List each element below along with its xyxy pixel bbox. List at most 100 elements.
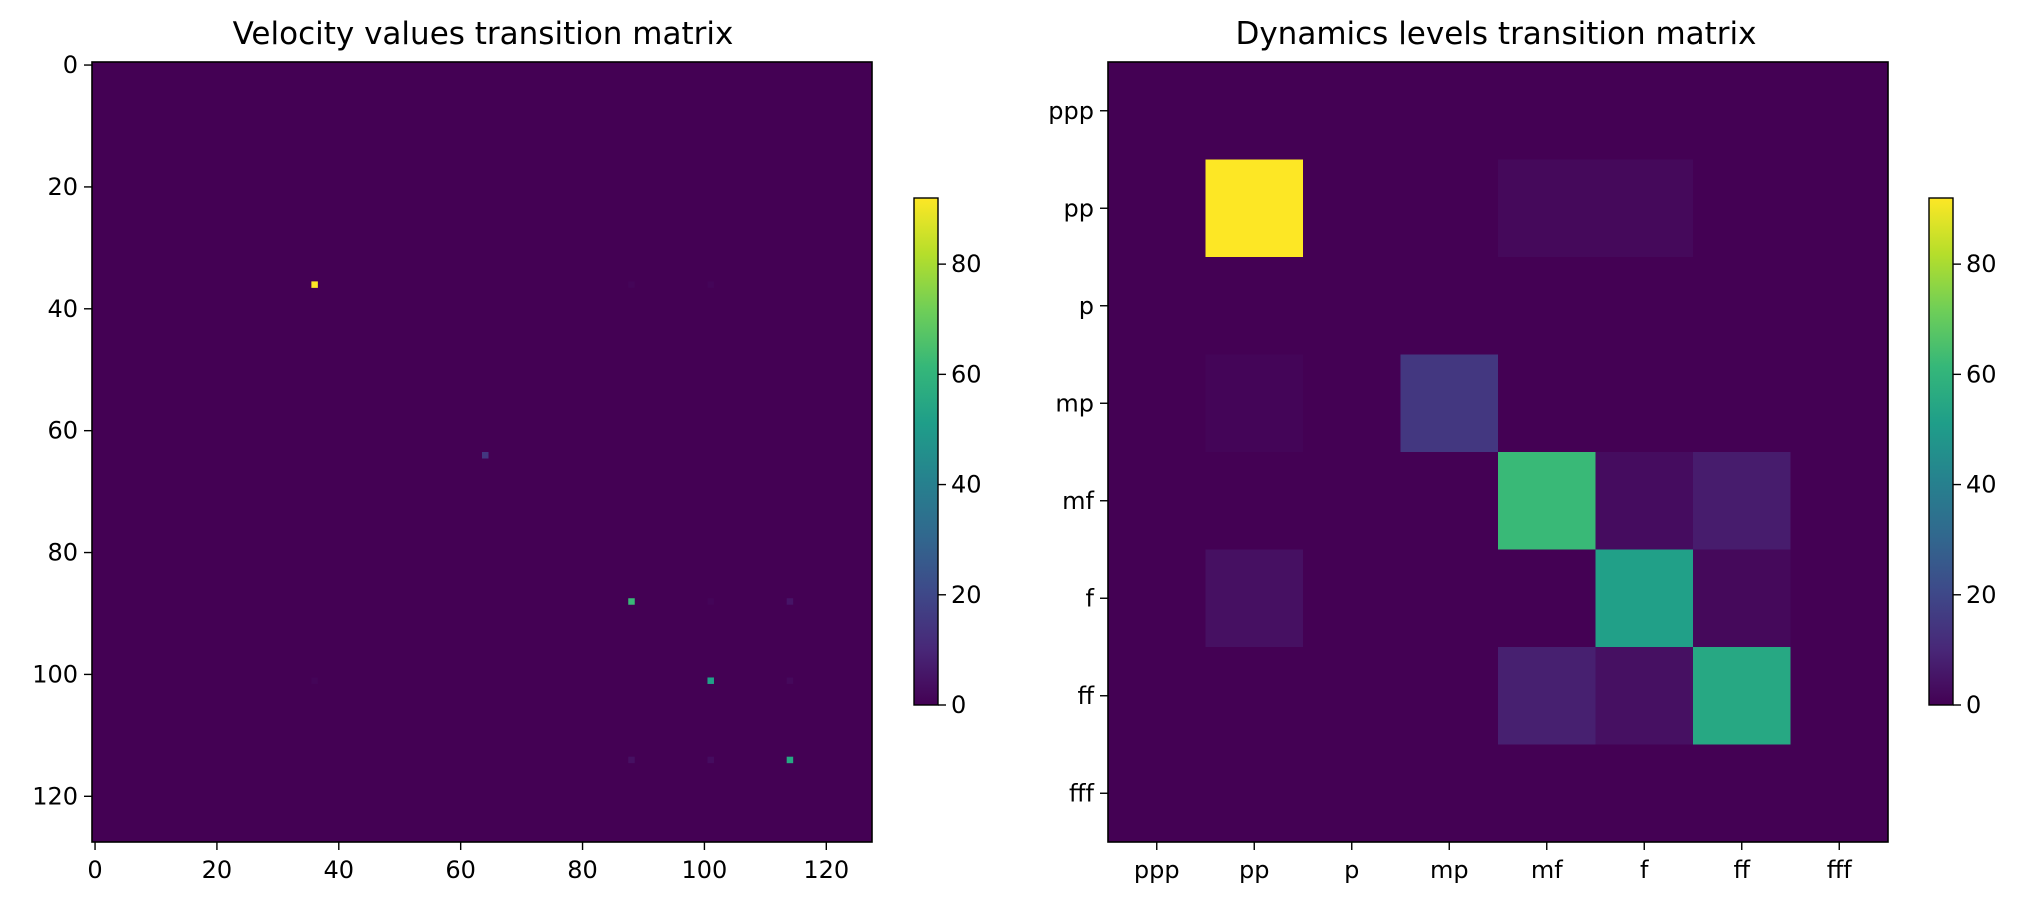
dynamics-heatmap-cell <box>1303 62 1401 160</box>
velocity-x-axis: 0 20 40 60 80 100 120 <box>87 842 849 884</box>
velocity-heatmap-cells <box>92 62 872 842</box>
velocity-heatmap-cell <box>707 598 714 605</box>
velocity-colorbar-tick-label: 60 <box>951 360 982 388</box>
dynamics-heatmap-cell <box>1400 549 1499 648</box>
dynamics-heatmap-cell <box>1498 744 1596 843</box>
velocity-colorbar-tick-label: 20 <box>951 581 982 609</box>
velocity-x-tick-label: 120 <box>803 856 849 884</box>
dynamics-heatmap-cell <box>1303 744 1401 843</box>
dynamics-heatmap-cell <box>1790 159 1889 258</box>
dynamics-heatmap-cell <box>1693 744 1791 843</box>
dynamics-y-tick-label: mp <box>1055 389 1094 417</box>
dynamics-heatmap-cell <box>1108 744 1206 843</box>
dynamics-x-tick-label: f <box>1640 856 1649 884</box>
dynamics-heatmap-cell <box>1790 257 1889 355</box>
dynamics-heatmap-cell <box>1400 159 1499 258</box>
dynamics-heatmap-cell <box>1303 354 1401 453</box>
dynamics-heatmap-cell <box>1693 354 1791 453</box>
dynamics-heatmap-cell <box>1108 257 1206 355</box>
velocity-heatmap-panel: Velocity values transition matrix 0 20 40 6… <box>32 16 981 884</box>
dynamics-heatmap-cell <box>1790 354 1889 453</box>
velocity-y-tick-label: 80 <box>47 539 78 567</box>
dynamics-heatmap-cell <box>1595 159 1694 258</box>
dynamics-heatmap-panel: Dynamics levels transition matrix ppp pp p… <box>1048 16 1996 884</box>
dynamics-heatmap-cell <box>1108 452 1206 550</box>
dynamics-heatmap-cell <box>1400 744 1499 843</box>
dynamics-heatmap-cell <box>1303 549 1401 648</box>
dynamics-heatmap-cell <box>1790 62 1889 160</box>
velocity-y-tick-label: 60 <box>47 417 78 445</box>
dynamics-colorbar-tick-label: 40 <box>1966 471 1997 499</box>
dynamics-colorbar-tick-label: 0 <box>1966 691 1981 719</box>
dynamics-y-tick-label: pp <box>1064 194 1094 222</box>
velocity-colorbar-tick-label: 0 <box>951 691 966 719</box>
velocity-x-tick-label: 0 <box>87 856 102 884</box>
dynamics-x-tick-label: mf <box>1531 856 1563 884</box>
dynamics-heatmap-cell <box>1303 647 1401 745</box>
dynamics-heatmap-cell <box>1108 354 1206 453</box>
velocity-colorbar-tick-label: 80 <box>951 250 982 278</box>
dynamics-heatmap-cell <box>1400 647 1499 745</box>
dynamics-heatmap-cell <box>1303 159 1401 258</box>
dynamics-heatmap-cell <box>1790 744 1889 843</box>
dynamics-heatmap-cell <box>1108 62 1206 160</box>
velocity-y-tick-label: 120 <box>32 782 78 810</box>
dynamics-colorbar-tick-label: 20 <box>1966 581 1997 609</box>
dynamics-heatmap-cell <box>1400 354 1499 453</box>
dynamics-heatmap-cell <box>1595 647 1694 745</box>
velocity-heatmap-cell <box>311 281 318 288</box>
dynamics-heatmap-cell <box>1205 647 1304 745</box>
dynamics-heatmap-cell <box>1205 354 1304 453</box>
dynamics-heatmap-cell <box>1693 62 1791 160</box>
velocity-y-axis: 0 20 40 60 80 100 120 <box>32 51 92 810</box>
velocity-heatmap-cell <box>311 677 318 684</box>
dynamics-heatmap-cell <box>1693 549 1791 648</box>
dynamics-heatmap-cell <box>1303 452 1401 550</box>
velocity-heatmap-cell <box>707 756 714 764</box>
dynamics-heatmap-cell <box>1693 257 1791 355</box>
dynamics-heatmap-cell <box>1205 549 1304 648</box>
velocity-heatmap-cell <box>628 756 635 764</box>
dynamics-colorbar-tick-label: 60 <box>1966 360 1997 388</box>
dynamics-heatmap-cell <box>1498 257 1596 355</box>
dynamics-y-tick-label: mf <box>1062 487 1094 515</box>
dynamics-y-tick-label: p <box>1079 292 1094 320</box>
dynamics-heatmap-cell <box>1108 549 1206 648</box>
velocity-heatmap-cell <box>628 281 635 288</box>
dynamics-chart-title: Dynamics levels transition matrix <box>1235 16 1756 52</box>
velocity-y-tick-label: 100 <box>32 660 78 688</box>
dynamics-heatmap-cell <box>1498 452 1596 550</box>
dynamics-heatmap-cell <box>1498 549 1596 648</box>
dynamics-heatmap-cell <box>1790 549 1889 648</box>
velocity-y-tick-label: 20 <box>47 173 78 201</box>
dynamics-x-axis: ppp pp p mp mf f ff fff <box>1134 842 1852 884</box>
dynamics-y-tick-label: ff <box>1077 682 1094 710</box>
velocity-heatmap-cell <box>786 677 794 684</box>
velocity-heatmap-cell <box>628 598 635 605</box>
dynamics-axes-frame <box>1107 61 1889 843</box>
dynamics-heatmap-cell <box>1498 62 1596 160</box>
dynamics-y-tick-label: ppp <box>1048 97 1094 125</box>
dynamics-heatmap-cell <box>1595 452 1694 550</box>
dynamics-y-tick-label: f <box>1086 584 1095 612</box>
dynamics-x-tick-label: ff <box>1733 856 1750 884</box>
dynamics-heatmap-cell <box>1693 452 1791 550</box>
dynamics-x-tick-label: p <box>1344 856 1359 884</box>
velocity-heatmap-cell <box>786 598 794 605</box>
dynamics-heatmap-cell <box>1498 159 1596 258</box>
dynamics-heatmap-cell <box>1595 354 1694 453</box>
dynamics-heatmap-cell <box>1205 159 1304 258</box>
velocity-axes-frame <box>91 61 873 843</box>
velocity-x-tick-label: 100 <box>682 856 728 884</box>
dynamics-heatmap-cell <box>1790 452 1889 550</box>
velocity-colorbar: 0 20 40 60 80 <box>913 197 982 719</box>
dynamics-heatmap-cell <box>1205 257 1304 355</box>
dynamics-heatmap-cell <box>1108 647 1206 745</box>
velocity-x-tick-label: 40 <box>324 856 355 884</box>
dynamics-colorbar-tick-label: 80 <box>1966 250 1997 278</box>
dynamics-heatmap-cell <box>1205 744 1304 843</box>
dynamics-colorbar-gradient <box>1928 197 1954 706</box>
dynamics-x-tick-label: ppp <box>1134 856 1180 884</box>
dynamics-colorbar: 0 20 40 60 80 <box>1928 197 1997 719</box>
